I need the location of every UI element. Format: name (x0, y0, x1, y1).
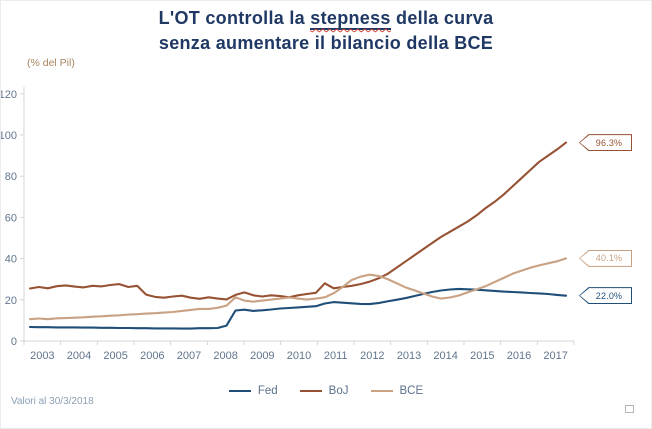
callout-boj-value: 96.3% (580, 135, 631, 151)
callout-fed: 22.0% (579, 287, 632, 305)
x-tick-label: 2013 (397, 350, 421, 362)
callout-boj: 96.3% (579, 134, 632, 152)
legend-label-fed: Fed (257, 385, 278, 397)
x-tick-label: 2007 (177, 350, 201, 362)
series-line-bce (28, 257, 568, 321)
callout-fed-value: 22.0% (580, 288, 631, 304)
y-tick-label: 60 (5, 212, 17, 224)
chart-title: L'OT controlla la stepness della curva se… (1, 6, 651, 56)
x-tick-label: 2012 (360, 350, 384, 362)
legend-label-boj: BoJ (328, 385, 349, 397)
x-tick-label: 2016 (507, 350, 531, 362)
legend-swatch-boj (299, 389, 322, 393)
y-tick-label: 100 (1, 130, 17, 142)
series-line-boj (28, 141, 568, 301)
x-tick-label: 2009 (250, 350, 274, 362)
chart-legend: Fed BoJ BCE (1, 385, 651, 397)
y-tick-label: 120 (1, 89, 17, 101)
y-tick-label: 40 (5, 254, 17, 266)
legend-label-bce: BCE (399, 385, 424, 397)
y-tick-label: 0 (11, 336, 17, 348)
x-tick-label: 2015 (470, 350, 494, 362)
callout-bce-value: 40.1% (580, 250, 631, 266)
title-line1-post: della curva (390, 8, 494, 28)
y-tick-label: 80 (5, 171, 17, 183)
x-tick-label: 2008 (213, 350, 237, 362)
x-tick-label: 2005 (103, 350, 127, 362)
legend-item-boj: BoJ (299, 385, 349, 397)
x-tick-label: 2017 (543, 350, 567, 362)
x-tick-label: 2014 (433, 350, 457, 362)
y-tick-label: 20 (5, 295, 17, 307)
x-tick-label: 2011 (324, 350, 348, 362)
legend-swatch-fed (228, 389, 251, 393)
y-axis-unit-label: (% del Pil) (27, 57, 75, 69)
legend-swatch-bce (370, 389, 393, 393)
corner-square-icon (625, 405, 634, 413)
title-line2: senza aumentare il bilancio della BCE (158, 33, 494, 53)
legend-item-bce: BCE (370, 385, 424, 397)
title-misspelled-word: stepness (310, 8, 391, 30)
x-tick-label: 2006 (140, 350, 164, 362)
legend-item-fed: Fed (228, 385, 278, 397)
callout-bce: 40.1% (579, 249, 632, 267)
data-as-of-note: Valori al 30/3/2018 (11, 396, 94, 407)
x-tick-label: 2004 (67, 350, 91, 362)
x-tick-label: 2010 (287, 350, 311, 362)
title-line1-pre: L'OT controlla la (158, 8, 311, 28)
x-tick-label: 2003 (30, 350, 54, 362)
